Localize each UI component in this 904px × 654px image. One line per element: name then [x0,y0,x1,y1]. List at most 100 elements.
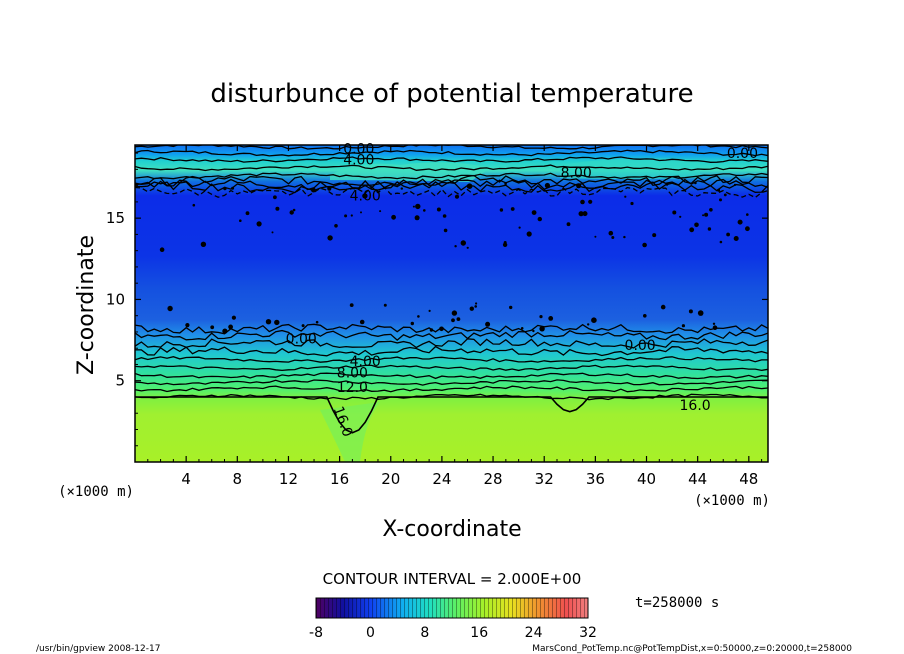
speckle [274,319,280,326]
footer-right: MarsCond_PotTemp.nc@PotTempDist,x=0:5000… [532,644,852,654]
x-tick-label: 32 [535,470,554,488]
x-tick-label: 8 [233,470,243,488]
speckle [429,328,434,332]
contour-line [135,323,768,335]
speckle [414,215,420,221]
colorbar-ticks: -8 0 8 16 24 32 [309,625,597,641]
speckle [436,207,441,212]
speckle [733,183,737,186]
speckle [311,187,316,193]
plot-frame [134,144,769,463]
speckle [223,186,227,191]
speckle [694,181,697,185]
y-ticks: 5 10 15 [106,152,768,447]
x-tick-label: 20 [381,470,400,488]
speckle [265,319,272,325]
x-tick-label: 48 [739,470,758,488]
speckle [520,327,524,330]
contour-line [135,364,768,372]
speckle [665,183,669,186]
speckle [239,219,242,222]
contour-label: 16.0 [680,398,711,414]
speckle [702,214,705,217]
speckle [526,231,532,237]
contour-label: 4.00 [350,188,381,204]
contour-interval: CONTOUR INTERVAL = 2.000E+00 [323,570,582,588]
contour-label: 4.00 [343,153,374,169]
speckle [474,305,478,308]
speckle [456,317,461,321]
speckle [704,212,709,217]
speckle [423,209,426,212]
speckle [466,246,469,249]
contour-line [135,345,768,357]
speckle [630,201,634,206]
speckle [344,214,348,218]
speckle [159,247,165,252]
x-unit-left: (×1000 m) [58,484,134,500]
x-unit-right: (×1000 m) [694,493,770,509]
speckles [159,181,750,334]
contour-label: 8.00 [561,166,592,182]
speckle [412,205,415,208]
contour-label: 0.00 [286,331,317,347]
speckle [591,317,597,324]
x-tick-label: 44 [688,470,707,488]
speckle [643,314,647,318]
footer-left: /usr/bin/gpview 2008-12-17 [36,644,160,654]
speckle [624,195,627,198]
upper-cyan-patch-2 [560,158,700,179]
speckle [652,233,657,238]
speckle [451,310,458,316]
speckle [611,236,615,239]
speckle [391,214,396,220]
speckle [428,309,431,312]
speckle [694,222,699,228]
speckle [509,305,513,310]
speckle [417,315,420,318]
speckle [275,206,280,211]
speckle [454,194,460,199]
speckle [185,323,190,328]
plot-area [135,145,768,462]
y-tick-label: 15 [106,209,125,227]
speckle [256,221,262,227]
speckle [719,240,723,244]
speckle [697,310,704,316]
speckle [660,304,666,310]
speckle [745,226,750,232]
speckle [485,321,491,327]
speckle [746,213,749,216]
speckle [539,326,545,332]
speckle [460,240,466,246]
speckle [588,199,593,204]
contour-label: 0.00 [625,338,656,354]
speckle [689,227,695,233]
speckle [726,232,730,237]
contour-line [135,356,768,363]
x-axis-label: X-coordinate [382,517,521,542]
y-tick-label: 10 [106,290,125,308]
speckle [231,315,236,320]
contour-line [135,178,768,191]
speckle [707,227,712,231]
speckle [442,214,447,218]
colorbar-tick-label: 0 [366,625,375,641]
colorbar-stripes [316,598,588,618]
colorbar: -8 0 8 16 24 32 [309,597,597,641]
y-axis-label: Z-coordinate [74,235,99,375]
speckle [681,324,686,328]
speckle [499,208,504,212]
speckle [379,210,382,213]
speckle [679,215,682,218]
contour-line [135,393,768,401]
speckle [733,236,739,241]
x-tick-label: 16 [330,470,349,488]
contour-label: 0.00 [727,146,758,162]
speckle [537,216,542,222]
speckle [723,193,727,197]
contour-lines [135,145,768,434]
x-tick-label: 28 [484,470,503,488]
speckle [518,226,521,229]
colorbar-tick-label: -8 [309,625,323,641]
